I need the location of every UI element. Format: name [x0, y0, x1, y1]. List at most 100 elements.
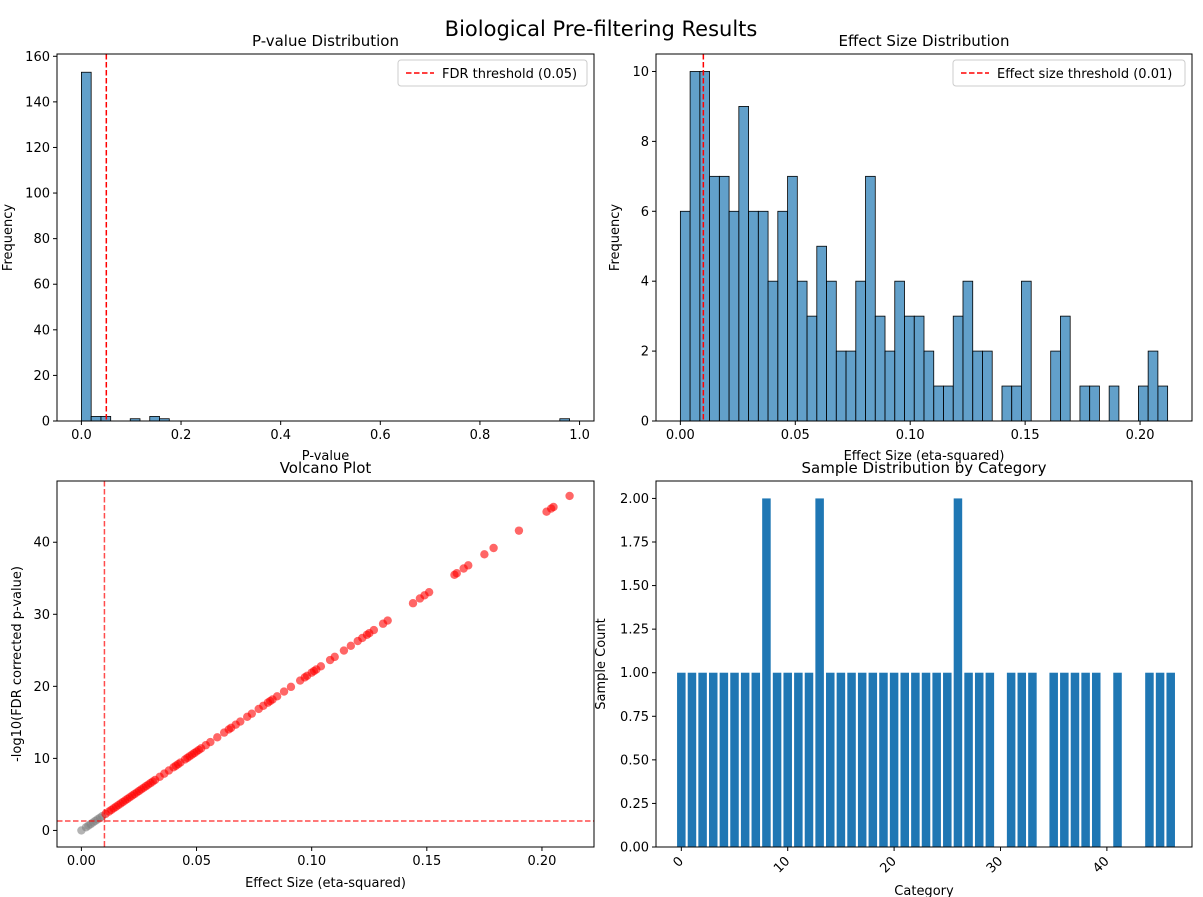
histogram-bar	[81, 71, 92, 422]
histogram-bar	[1157, 385, 1169, 422]
volcano-point	[339, 646, 349, 655]
category-bar	[826, 672, 835, 847]
histogram-bar	[1021, 280, 1032, 422]
category-bar	[687, 672, 697, 847]
category-bar	[911, 672, 920, 847]
volcano-point	[279, 687, 289, 696]
y-tick-label: 40	[33, 323, 50, 338]
x-tick-label: 0.15	[1011, 428, 1040, 443]
histogram-bar	[894, 280, 905, 422]
histogram-bar	[679, 210, 691, 422]
histogram-bar	[149, 416, 160, 422]
volcano-point	[330, 652, 339, 662]
y-tick-label: 0.25	[620, 797, 649, 812]
y-tick-label: 1.00	[620, 666, 649, 681]
volcano-point	[286, 682, 296, 692]
x-tick-label: 0.00	[666, 428, 695, 443]
category-bar	[1113, 672, 1122, 847]
histogram-bar	[1060, 315, 1071, 422]
volcano-point	[424, 587, 434, 597]
histogram-bar	[816, 245, 827, 422]
histogram-bar	[855, 280, 866, 422]
y-tick-label: 6	[641, 205, 649, 220]
volcano-point	[213, 733, 222, 742]
y-tick-label: 100	[25, 187, 50, 202]
panel-title: Effect Size Distribution	[838, 32, 1009, 50]
histogram-bar	[718, 175, 730, 422]
category-bar	[740, 672, 750, 847]
histogram-bar	[962, 280, 974, 422]
category-bar	[847, 672, 856, 847]
category-bar	[1006, 672, 1016, 847]
histogram-bar	[1050, 350, 1061, 422]
x-tick-label: 0.6	[370, 428, 391, 443]
category-bar	[698, 672, 707, 847]
volcano-point	[383, 616, 392, 625]
histogram-bar	[972, 350, 983, 422]
histogram-bar	[913, 315, 925, 422]
x-tick-label: 0.20	[1126, 428, 1155, 443]
category-bar	[985, 672, 995, 847]
category-bar	[974, 672, 984, 847]
histogram-bar	[787, 175, 798, 422]
histogram-bar	[943, 385, 954, 422]
volcano-point	[369, 625, 379, 635]
histogram-bar	[1108, 385, 1120, 422]
y-tick-label: 1.25	[620, 623, 649, 638]
x-tick-label: 0.10	[297, 854, 326, 869]
category-bar	[762, 498, 771, 847]
y-tick-label: 2	[641, 345, 649, 360]
pvalue-distribution-panel: 0.0 0.2 0.4 0.6 0.8 1.0 0 20 40 60 80 100 120 140 160 P…	[1, 32, 595, 464]
category-bar	[1017, 672, 1027, 847]
histogram-bar	[1011, 385, 1022, 422]
category-bar	[1166, 672, 1175, 847]
histogram-bar	[982, 350, 993, 422]
category-bar	[932, 672, 941, 847]
volcano-point	[272, 692, 282, 701]
category-bar	[921, 672, 931, 847]
y-tick-label: 120	[25, 141, 50, 156]
volcano-point	[206, 737, 215, 747]
volcano-point	[565, 491, 574, 501]
category-bar	[815, 498, 824, 847]
volcano-point	[489, 543, 498, 553]
volcano-point	[346, 641, 356, 651]
panel-title: Sample Distribution by Category	[802, 459, 1047, 477]
volcano-point	[464, 561, 473, 570]
y-axis-label: Frequency	[608, 204, 623, 271]
volcano-point	[236, 717, 245, 726]
x-tick-label: 0.10	[896, 428, 925, 443]
histogram-bar	[952, 315, 964, 422]
x-axis-label: Effect Size (eta-squared)	[245, 876, 406, 891]
y-tick-label: 20	[33, 680, 50, 695]
x-tick-label: 0.8	[470, 428, 491, 443]
x-tick-label: 0.05	[781, 428, 810, 443]
histogram-bar	[738, 106, 749, 422]
y-tick-label: 10	[33, 752, 50, 767]
histogram-bar	[845, 350, 857, 422]
histogram-bar	[796, 280, 808, 422]
x-tick-label: 0.4	[270, 428, 291, 443]
y-axis-label: Frequency	[1, 204, 16, 271]
legend-threshold-label: Effect size threshold (0.01)	[997, 67, 1172, 82]
x-axis-label: Effect Size (eta-squared)	[844, 449, 1005, 464]
x-tick-label: 0.05	[182, 854, 211, 869]
category-bar	[730, 672, 739, 847]
category-bar	[964, 672, 973, 847]
y-tick-label: 40	[33, 536, 50, 551]
x-tick-label: 1.0	[569, 428, 590, 443]
y-tick-label: 20	[33, 369, 50, 384]
axes-frame	[56, 53, 595, 422]
x-axis-label: P-value	[302, 449, 349, 464]
histogram-bar	[806, 315, 818, 422]
legend-threshold-label: FDR threshold (0.05)	[442, 67, 577, 82]
histogram-bar	[777, 210, 788, 422]
category-bar	[804, 672, 814, 847]
category-bar	[1060, 672, 1069, 847]
volcano-plot-panel: 0.00 0.05 0.10 0.15 0.20 0 10 20 30 40 Volcano Plo…	[10, 459, 595, 891]
category-bar	[1145, 672, 1154, 847]
y-tick-label: 160	[25, 50, 50, 65]
y-tick-label: 60	[33, 278, 50, 293]
effect-size-distribution-panel: 0.00 0.05 0.10 0.15 0.20 0 2 4 6 8 10 Effect Size D…	[608, 32, 1193, 464]
panel-title: P-value Distribution	[252, 32, 399, 50]
